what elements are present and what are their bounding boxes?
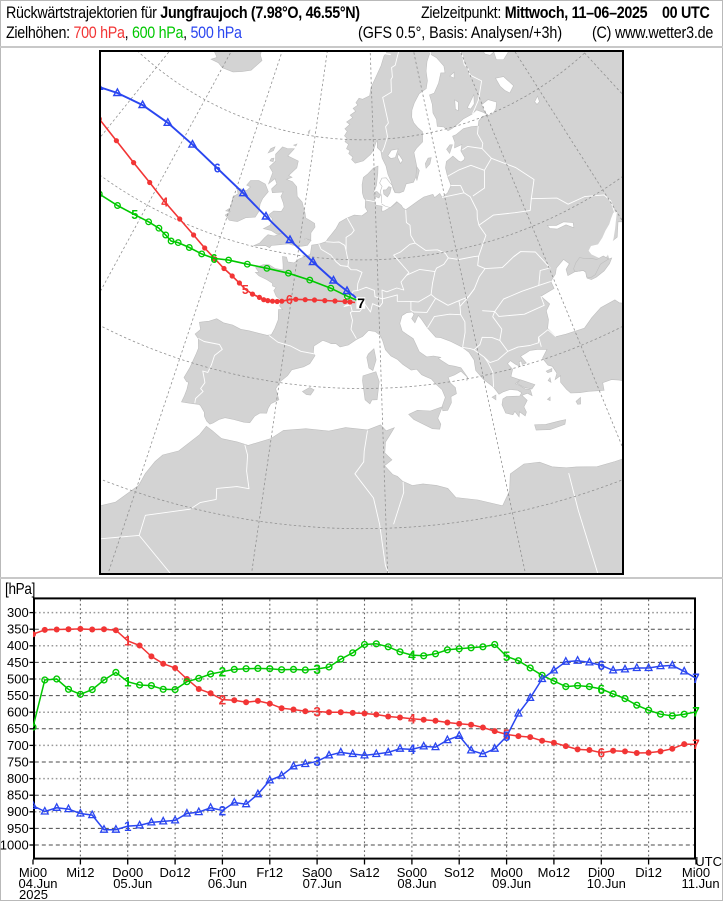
svg-text:Fr00: Fr00	[209, 865, 236, 880]
svg-text:2: 2	[219, 665, 227, 680]
svg-text:7: 7	[692, 737, 700, 752]
svg-text:6: 6	[598, 658, 606, 673]
svg-text:450: 450	[7, 655, 29, 670]
svg-text:1000: 1000	[0, 837, 29, 852]
svg-text:5: 5	[503, 729, 511, 744]
svg-text:4: 4	[408, 712, 416, 727]
svg-text:3: 3	[313, 662, 321, 677]
svg-text:5: 5	[242, 283, 249, 297]
svg-text:400: 400	[7, 638, 29, 653]
svg-text:650: 650	[7, 721, 29, 736]
svg-text:08.Jun: 08.Jun	[397, 876, 436, 891]
svg-text:6: 6	[286, 293, 293, 307]
svg-text:Di12: Di12	[635, 865, 662, 880]
svg-text:4: 4	[408, 648, 416, 663]
svg-text:So00: So00	[397, 865, 427, 880]
svg-text:900: 900	[7, 804, 29, 819]
svg-text:Do00: Do00	[112, 865, 143, 880]
svg-text:7: 7	[357, 295, 365, 311]
svg-text:5: 5	[503, 649, 511, 664]
svg-text:10.Jun: 10.Jun	[587, 876, 626, 891]
svg-text:09.Jun: 09.Jun	[492, 876, 531, 891]
svg-text:05.Jun: 05.Jun	[113, 876, 152, 891]
svg-text:1: 1	[124, 819, 132, 834]
svg-text:300: 300	[7, 605, 29, 620]
svg-text:07.Jun: 07.Jun	[303, 876, 342, 891]
svg-text:Mi12: Mi12	[66, 865, 94, 880]
svg-text:Di00: Di00	[588, 865, 615, 880]
svg-text:600: 600	[7, 705, 29, 720]
svg-text:04.Jun: 04.Jun	[19, 876, 58, 891]
svg-text:750: 750	[7, 754, 29, 769]
svg-text:Sa12: Sa12	[349, 865, 379, 880]
svg-text:800: 800	[7, 771, 29, 786]
svg-text:Sa00: Sa00	[302, 865, 332, 880]
svg-text:6: 6	[598, 746, 606, 761]
svg-text:7: 7	[692, 705, 700, 720]
svg-text:4: 4	[161, 195, 168, 209]
svg-text:06.Jun: 06.Jun	[208, 876, 247, 891]
svg-text:6: 6	[211, 252, 218, 266]
svg-text:350: 350	[7, 622, 29, 637]
svg-text:1: 1	[124, 634, 132, 649]
svg-text:500: 500	[7, 671, 29, 686]
svg-text:5: 5	[131, 208, 138, 222]
svg-text:4: 4	[408, 742, 416, 757]
svg-text:2025: 2025	[19, 887, 48, 901]
svg-text:850: 850	[7, 788, 29, 803]
svg-text:Fr12: Fr12	[256, 865, 283, 880]
svg-text:6: 6	[214, 162, 221, 176]
svg-text:550: 550	[7, 688, 29, 703]
svg-text:1: 1	[124, 675, 132, 690]
svg-text:6: 6	[598, 682, 606, 697]
svg-text:Mo00: Mo00	[490, 865, 523, 880]
svg-text:700: 700	[7, 738, 29, 753]
svg-text:Mi00: Mi00	[682, 865, 710, 880]
svg-text:3: 3	[313, 704, 321, 719]
svg-text:Mo12: Mo12	[538, 865, 571, 880]
svg-text:Do12: Do12	[160, 865, 191, 880]
svg-text:11.Jun: 11.Jun	[682, 876, 720, 891]
svg-text:3: 3	[313, 754, 321, 769]
svg-text:UTC: UTC	[695, 854, 722, 869]
svg-text:2: 2	[219, 692, 227, 707]
svg-text:950: 950	[7, 821, 29, 836]
svg-text:7: 7	[692, 671, 700, 686]
svg-text:2: 2	[219, 803, 227, 818]
svg-text:So12: So12	[444, 865, 474, 880]
svg-text:Mi00: Mi00	[19, 865, 47, 880]
